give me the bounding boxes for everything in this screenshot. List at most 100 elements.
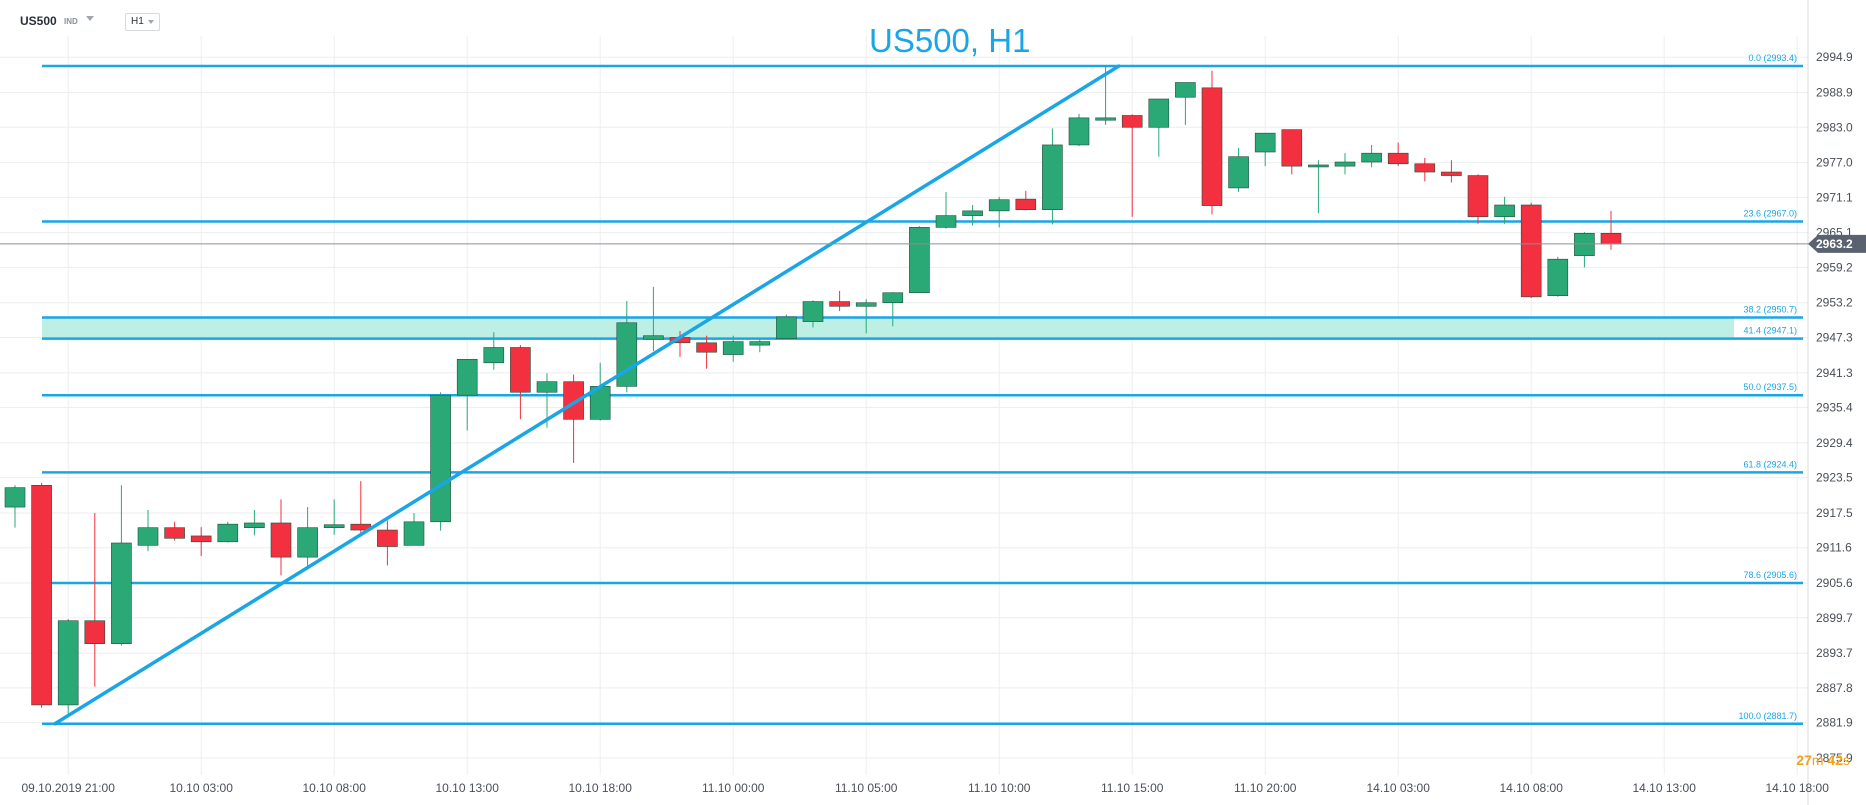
candle-up [1175,82,1196,98]
chart-toolbar: US500 IND H1 [0,0,600,36]
candle-up [909,227,930,294]
price-tick-label: 2917.5 [1816,506,1853,520]
price-tick-label: 2994.9 [1816,50,1853,64]
countdown-seconds-unit: s [1843,752,1850,768]
candle-up [1334,161,1356,167]
candle-up [456,358,478,396]
candle-up [616,322,638,387]
candle-down [510,347,531,393]
candle-down [270,522,292,558]
price-tick-label: 2983.0 [1816,120,1853,134]
fib-level-label: 38.2 (2950.7) [1743,304,1797,314]
candle-down [164,527,185,539]
price-tick-label: 2875.9 [1816,751,1853,765]
candle-up [1361,152,1382,163]
time-tick-label: 11.10 05:00 [835,781,898,795]
candle-up [1494,204,1515,218]
current-price-label: 2963.2 [1816,237,1853,251]
chart-grid [0,36,1808,775]
candle-down [1387,152,1409,165]
candle-up [430,394,451,523]
candle-up [297,527,318,558]
time-tick-label: 11.10 15:00 [1101,781,1164,795]
candle-up [1547,258,1569,296]
timeframe-select[interactable]: H1 [125,13,160,31]
candle-up [1574,232,1595,256]
timeframe-value: H1 [131,16,144,27]
candle-down [1467,175,1489,218]
price-tick-label: 2977.0 [1816,156,1853,170]
price-tick-label: 2887.8 [1816,681,1853,695]
candle-down [563,381,584,420]
price-tick-label: 2959.2 [1816,260,1853,274]
candle-countdown: 27m 42s [1796,752,1850,768]
chart-title: US500, H1 [869,22,1031,59]
candle-up [1042,144,1063,211]
fib-levels: 0.0 (2993.4) 23.6 (2967.0) 38.2 (2950.7) 41… [42,53,1803,726]
candle-down [190,535,212,543]
countdown-minutes-unit: m [1811,752,1824,768]
price-tick-label: 2988.9 [1816,86,1853,100]
countdown-seconds: 42 [1827,752,1843,768]
fib-level-label: 78.6 (2905.6) [1743,570,1797,580]
candle-up [988,199,1010,212]
fib-level-label: 61.8 (2924.4) [1743,459,1797,469]
candle-up [855,302,877,307]
time-tick-label: 14.10 13:00 [1632,781,1696,795]
candle-down [1520,204,1542,298]
price-tick-label: 2941.3 [1816,366,1853,380]
candle-down [1281,129,1303,167]
candle-up [749,341,771,346]
candle-up [935,215,957,228]
price-tick-label: 2893.7 [1816,646,1853,660]
candle-down [1600,232,1622,245]
price-tick-label: 2953.2 [1816,296,1853,310]
symbol-label[interactable]: US500 [20,14,57,28]
time-tick-label: 10.10 08:00 [302,781,366,795]
candle-down [84,620,106,644]
time-tick-label: 14.10 08:00 [1499,781,1563,795]
candle-down [1414,163,1436,173]
time-tick-label: 09.10.2019 21:00 [21,781,115,795]
fib-level-label: 0.0 (2993.4) [1748,53,1797,63]
chevron-down-icon [148,20,154,24]
fib-level-label: 23.6 (2967.0) [1743,208,1797,218]
time-tick-label: 11.10 10:00 [968,781,1031,795]
price-tick-label: 2905.6 [1816,576,1853,590]
time-tick-label: 11.10 20:00 [1234,781,1297,795]
trendline [53,64,1121,726]
candle-up [217,523,239,543]
current-price-tag [1808,234,1866,253]
fib-trendline [53,64,1121,726]
price-tick-label: 2971.1 [1816,190,1853,204]
candle-up [1308,164,1329,168]
candle-up [802,301,824,322]
time-tick-label: 11.10 00:00 [702,781,765,795]
chevron-down-icon[interactable] [86,16,94,21]
candle-down [829,301,850,307]
candle-up [1068,117,1090,146]
candle-down [31,484,52,706]
fib-level-label: 50.0 (2937.5) [1743,382,1797,392]
candle-up [776,316,797,339]
time-tick-label: 14.10 18:00 [1765,781,1829,795]
candle-up [962,210,983,216]
candle-down [1441,171,1462,176]
candle-up [57,620,79,706]
instrument-type-label: IND [64,17,78,26]
candle-up [483,347,505,364]
price-tick-label: 2935.4 [1816,401,1853,415]
price-tick-label: 2923.5 [1816,471,1853,485]
time-tick-label: 10.10 18:00 [568,781,632,795]
fib-level-label: 41.4 (2947.1) [1743,326,1797,336]
candle-up [1228,156,1249,189]
price-tick-label: 2899.7 [1816,611,1853,625]
price-tick-label: 2911.6 [1816,541,1852,555]
candle-down [1015,198,1037,211]
candle-up [137,527,159,546]
candle-up [643,335,664,340]
price-tick-label: 2947.3 [1816,330,1853,344]
time-axis: 09.10.2019 21:00 10.10 03:00 10.10 08:00 10… [21,781,1829,795]
